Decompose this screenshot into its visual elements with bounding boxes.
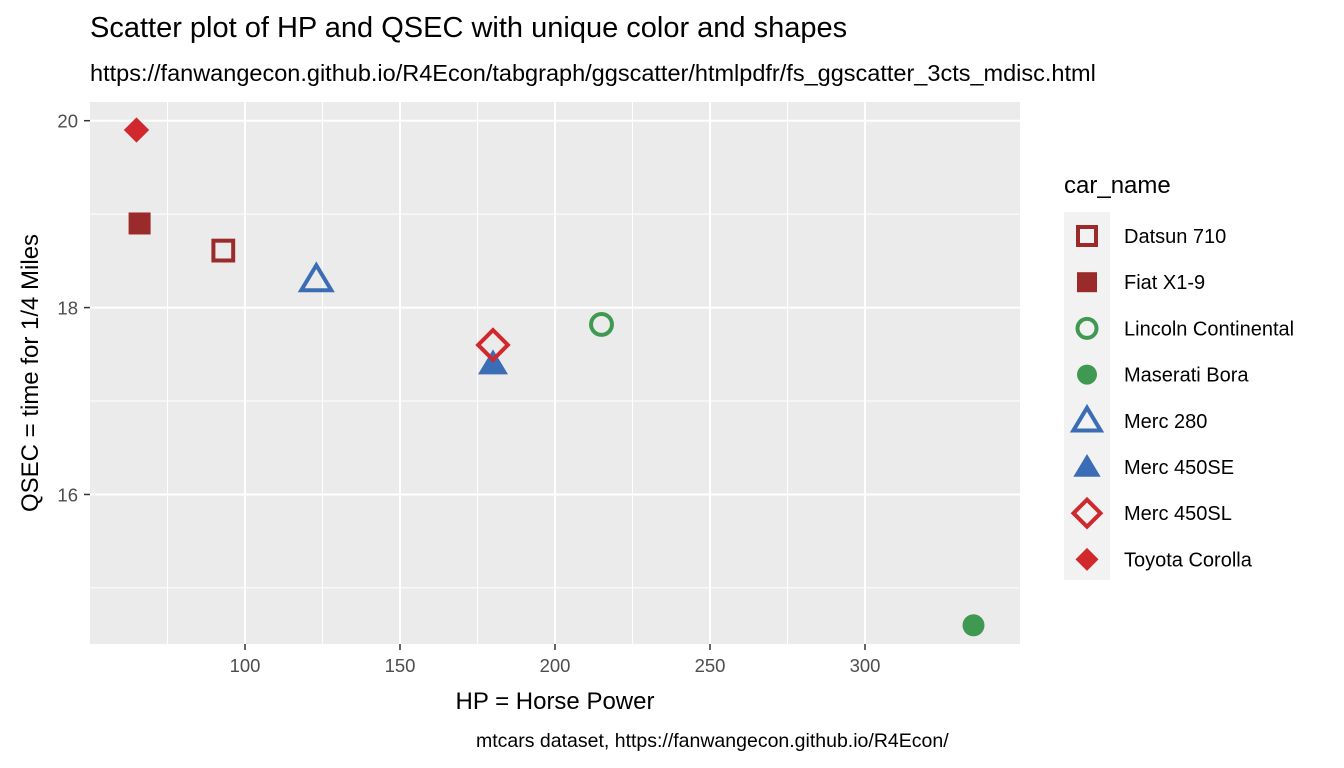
y-tick-label: 16 xyxy=(57,484,78,505)
legend-key-datsun-710 xyxy=(1076,225,1098,247)
legend-key-merc-450se xyxy=(1073,454,1101,477)
x-tick-label: 300 xyxy=(850,655,881,676)
point-merc-280 xyxy=(297,261,335,293)
x-tick-label: 200 xyxy=(540,655,571,676)
legend-label-datsun-710: Datsun 710 xyxy=(1124,226,1226,248)
x-tick-label: 100 xyxy=(230,655,261,676)
legend-label-fiat-x1-9: Fiat X1-9 xyxy=(1124,272,1205,294)
legend-key-maserati-bora xyxy=(1077,364,1097,385)
legend-label-merc-280: Merc 280 xyxy=(1124,411,1207,433)
chart-subtitle: https://fanwangecon.github.io/R4Econ/tab… xyxy=(90,60,1096,86)
point-datsun-710 xyxy=(211,238,236,263)
x-tick-label: 150 xyxy=(385,655,416,676)
chart-title: Scatter plot of HP and QSEC with unique … xyxy=(90,12,848,44)
x-axis-title: HP = Horse Power xyxy=(456,688,655,715)
y-tick-label: 18 xyxy=(57,298,78,319)
legend-label-lincoln-continental: Lincoln Continental xyxy=(1124,318,1294,340)
legend-label-toyota-corolla: Toyota Corolla xyxy=(1124,549,1253,571)
legend-key-lincoln-continental xyxy=(1075,316,1099,340)
legend-key-fiat-x1-9 xyxy=(1077,272,1097,293)
legend-label-merc-450se: Merc 450SE xyxy=(1124,457,1234,479)
legend-key-merc-450sl xyxy=(1070,496,1104,530)
axis-ticks: 100 150 200 250 300 16 18 20 xyxy=(57,111,880,676)
y-tick-label: 20 xyxy=(57,111,78,132)
grid-major xyxy=(90,102,1020,644)
legend-items: Datsun 710 Fiat X1-9 Lincoln Continental Ma… xyxy=(1069,225,1294,571)
y-axis-title: QSEC = time for 1/4 Miles xyxy=(17,234,44,512)
chart-caption: mtcars dataset, https://fanwangecon.gith… xyxy=(476,730,949,752)
point-lincoln-continental xyxy=(589,311,614,337)
data-points xyxy=(123,117,985,637)
point-merc-450sl xyxy=(475,327,511,363)
legend-label-maserati-bora: Maserati Bora xyxy=(1124,365,1249,387)
legend-key-toyota-corolla xyxy=(1075,547,1099,571)
point-fiat-x1-9 xyxy=(128,212,151,235)
legend-label-merc-450sl: Merc 450SL xyxy=(1124,503,1232,525)
point-maserati-bora xyxy=(962,614,985,637)
x-tick-label: 250 xyxy=(695,655,726,676)
legend-title: car_name xyxy=(1064,172,1171,199)
legend-key-merc-280 xyxy=(1069,403,1105,433)
legend: car_name Datsun 710 Fiat X1-9 Lincoln Cont… xyxy=(1064,172,1294,580)
point-toyota-corolla xyxy=(123,117,150,143)
